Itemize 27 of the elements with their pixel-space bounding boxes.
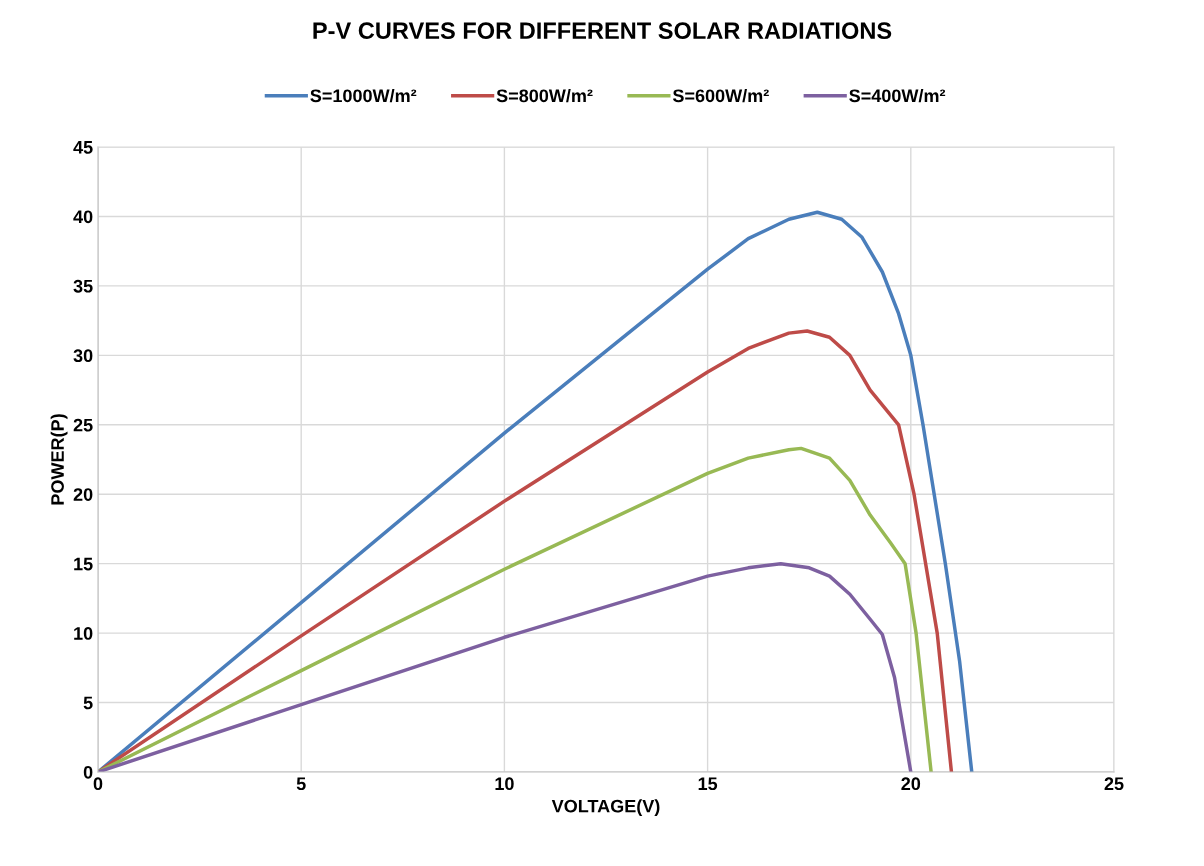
- legend-label: S=1000W/m²: [310, 88, 417, 103]
- x-tick-label: 0: [93, 777, 103, 791]
- y-tick-label: 5: [83, 696, 93, 710]
- y-tick-label: 35: [73, 279, 93, 293]
- x-tick-label: 10: [495, 777, 514, 791]
- line-series: [98, 446, 933, 772]
- y-tick-label: 0: [83, 765, 93, 779]
- chart-title: P-V CURVES FOR DIFFERENT SOLAR RADIATIONS: [313, 22, 892, 39]
- y-tick-label: 25: [73, 418, 93, 432]
- line-series: [98, 329, 954, 772]
- y-tick-label: 10: [74, 627, 93, 640]
- legend-label: S=400W/m²: [849, 88, 946, 103]
- x-tick-label: 20: [901, 777, 921, 791]
- line-series: [98, 210, 974, 772]
- y-tick-label: 15: [74, 557, 93, 571]
- x-axis-title: VOLTAGE(V): [551, 799, 660, 817]
- line-series: [98, 561, 913, 772]
- y-axis-title: POWER(P): [50, 414, 68, 505]
- legend-label: S=800W/m²: [496, 88, 593, 103]
- x-tick-label: 5: [296, 777, 306, 791]
- y-tick-label: 45: [73, 141, 93, 154]
- y-tick-label: 20: [73, 488, 93, 501]
- x-tick-label: 25: [1104, 777, 1124, 791]
- x-tick-label: 15: [698, 777, 718, 791]
- y-tick-label: 30: [73, 349, 93, 363]
- legend-label: S=600W/m²: [672, 88, 769, 103]
- y-tick-label: 40: [73, 210, 93, 224]
